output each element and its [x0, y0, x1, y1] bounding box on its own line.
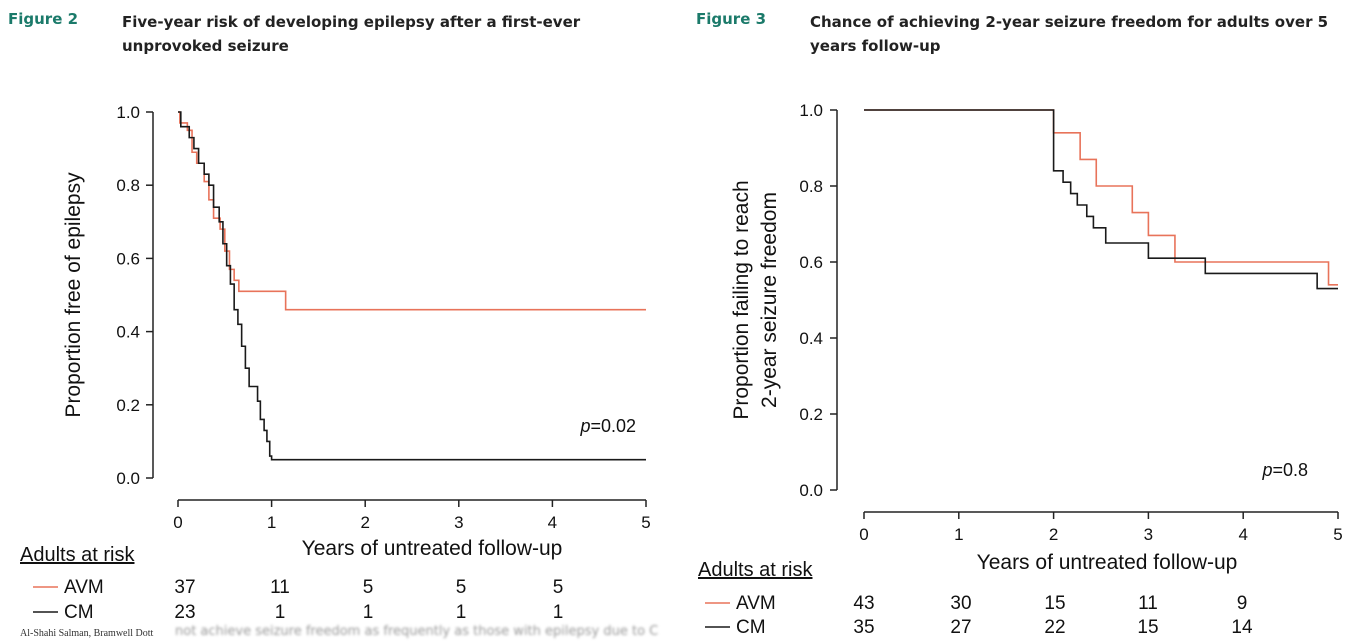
km-curve-cm: [178, 111, 646, 461]
risk-table-title: Adults at risk: [698, 559, 813, 581]
risk-count: 27: [950, 617, 971, 638]
y-tick-label: 0.2: [799, 405, 823, 424]
risk-count: 11: [1138, 593, 1158, 614]
figure-title: Chance of achieving 2-year seizure freed…: [810, 10, 1350, 58]
risk-count: 22: [1044, 617, 1065, 638]
y-tick-label: 0.4: [799, 329, 823, 348]
x-tick-label: 3: [1144, 525, 1153, 544]
x-tick-label: 4: [548, 513, 557, 532]
figure-title: Five-year risk of developing epilepsy af…: [122, 10, 642, 58]
y-tick-label: 0.0: [799, 481, 823, 500]
km-curve-avm: [178, 111, 646, 311]
risk-count: 23: [174, 602, 195, 623]
risk-row-label: CM: [64, 602, 94, 623]
risk-count: 1: [553, 602, 564, 623]
x-tick-label: 3: [454, 513, 463, 532]
figure-3-panel: Figure 3 Chance of achieving 2-year seiz…: [683, 0, 1366, 644]
y-tick-label: 0.6: [116, 249, 140, 268]
figure-label: Figure 2: [8, 10, 79, 28]
risk-count: 30: [950, 593, 971, 614]
risk-count: 1: [363, 602, 374, 623]
y-tick-label: 0.4: [116, 323, 140, 342]
y-tick-label: 1.0: [116, 103, 140, 122]
risk-count: 9: [1237, 593, 1248, 614]
risk-count: 15: [1137, 617, 1158, 638]
y-axis-title: Proportion failing to reach: [730, 180, 753, 419]
y-axis-title: 2-year seizure freedom: [758, 192, 781, 408]
risk-table-title: Adults at risk: [20, 544, 135, 566]
y-tick-label: 0.6: [799, 253, 823, 272]
x-tick-label: 1: [954, 525, 963, 544]
risk-row-label: AVM: [736, 593, 776, 614]
x-tick-label: 5: [1333, 525, 1342, 544]
risk-count: 37: [174, 577, 195, 598]
y-axis-title: Proportion free of epilepsy: [62, 172, 85, 418]
risk-count: 15: [1044, 593, 1065, 614]
x-axis-title: Years of untreated follow-up: [977, 551, 1238, 574]
figure-title-line: years follow-up: [810, 37, 941, 55]
km-curve-avm: [864, 109, 1338, 286]
y-tick-label: 0.8: [116, 176, 140, 195]
x-axis-title: Years of untreated follow-up: [302, 537, 563, 560]
y-tick-label: 0.0: [116, 469, 140, 488]
x-tick-label: 5: [641, 513, 650, 532]
figure-title-line: Chance of achieving 2-year seizure freed…: [810, 13, 1329, 31]
x-tick-label: 0: [173, 513, 182, 532]
p-value-annotation: p=0.8: [1261, 460, 1308, 480]
figure-title-line: unprovoked seizure: [122, 37, 289, 55]
figure-label: Figure 3: [696, 10, 767, 28]
km-curve-cm: [864, 109, 1338, 290]
risk-count: 43: [853, 593, 874, 614]
figure-title-line: Five-year risk of developing epilepsy af…: [122, 13, 581, 31]
risk-count: 5: [456, 577, 467, 598]
risk-count: 14: [1231, 617, 1253, 638]
x-tick-label: 2: [1049, 525, 1058, 544]
y-tick-label: 1.0: [799, 101, 823, 120]
footer-faded-caption: not achieve seizure freedom as frequentl…: [175, 624, 659, 639]
km-chart-seizure-freedom: 0.0 0.2 0.4 0.6 0.8 1.0 0 1 2 3 4 5 Years of untreat…: [698, 101, 1343, 638]
y-tick-label: 0.8: [799, 177, 823, 196]
x-tick-label: 0: [859, 525, 868, 544]
y-tick-label: 0.2: [116, 396, 140, 415]
footer-authors: Al-Shahi Salman, Bramwell Dott: [20, 628, 154, 639]
risk-count: 5: [363, 577, 374, 598]
risk-row-label: CM: [736, 617, 766, 638]
risk-count: 5: [553, 577, 564, 598]
x-tick-label: 2: [360, 513, 369, 532]
p-value-annotation: p=0.02: [579, 416, 636, 436]
risk-row-label: AVM: [64, 577, 104, 598]
x-tick-label: 4: [1238, 525, 1247, 544]
risk-count: 35: [853, 617, 874, 638]
risk-count: 1: [456, 602, 467, 623]
figure-2-panel: Figure 2 Five-year risk of developing ep…: [8, 10, 651, 623]
risk-count: 1: [275, 602, 286, 623]
risk-count: 11: [270, 577, 290, 598]
x-tick-label: 1: [267, 513, 276, 532]
